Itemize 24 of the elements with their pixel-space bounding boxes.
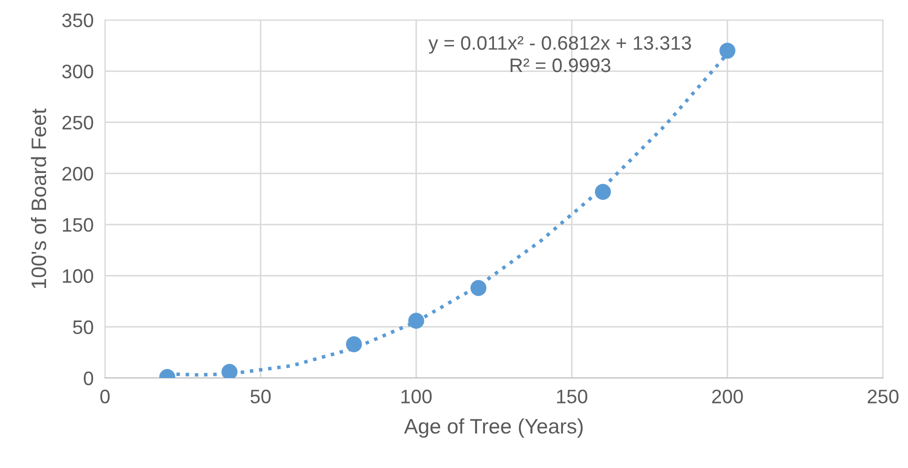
point [719, 42, 736, 59]
y-tick-label: 50 [73, 320, 94, 334]
y-tick-label: 350 [62, 13, 94, 28]
x-tick-label: 50 [250, 390, 271, 404]
point [346, 336, 362, 352]
point [408, 312, 424, 329]
y-tick-label: 150 [62, 218, 94, 232]
y-tick-label: 200 [62, 166, 94, 181]
y-axis-title: 100's of Board Feet [30, 108, 46, 288]
y-tick-label: 250 [62, 116, 94, 130]
y-tick-label: 0 [84, 371, 94, 386]
x-tick-label: 100 [401, 390, 432, 404]
x-tick-label: 250 [868, 390, 898, 404]
x-axis-title: Age of Tree (Years) [404, 418, 583, 438]
point [470, 280, 486, 296]
y-tick-label: 300 [62, 64, 94, 78]
annotation: y = 0.011x² - 0.6812x + 13.313 [428, 36, 691, 54]
point [594, 184, 611, 200]
x-tick-label: 150 [557, 390, 588, 404]
x-tick-label: 200 [712, 390, 743, 404]
annotation: R² = 0.9993 [510, 58, 610, 72]
y-tick-label: 100 [62, 269, 94, 283]
x-tick-label: 0 [100, 390, 110, 404]
point [222, 364, 238, 378]
